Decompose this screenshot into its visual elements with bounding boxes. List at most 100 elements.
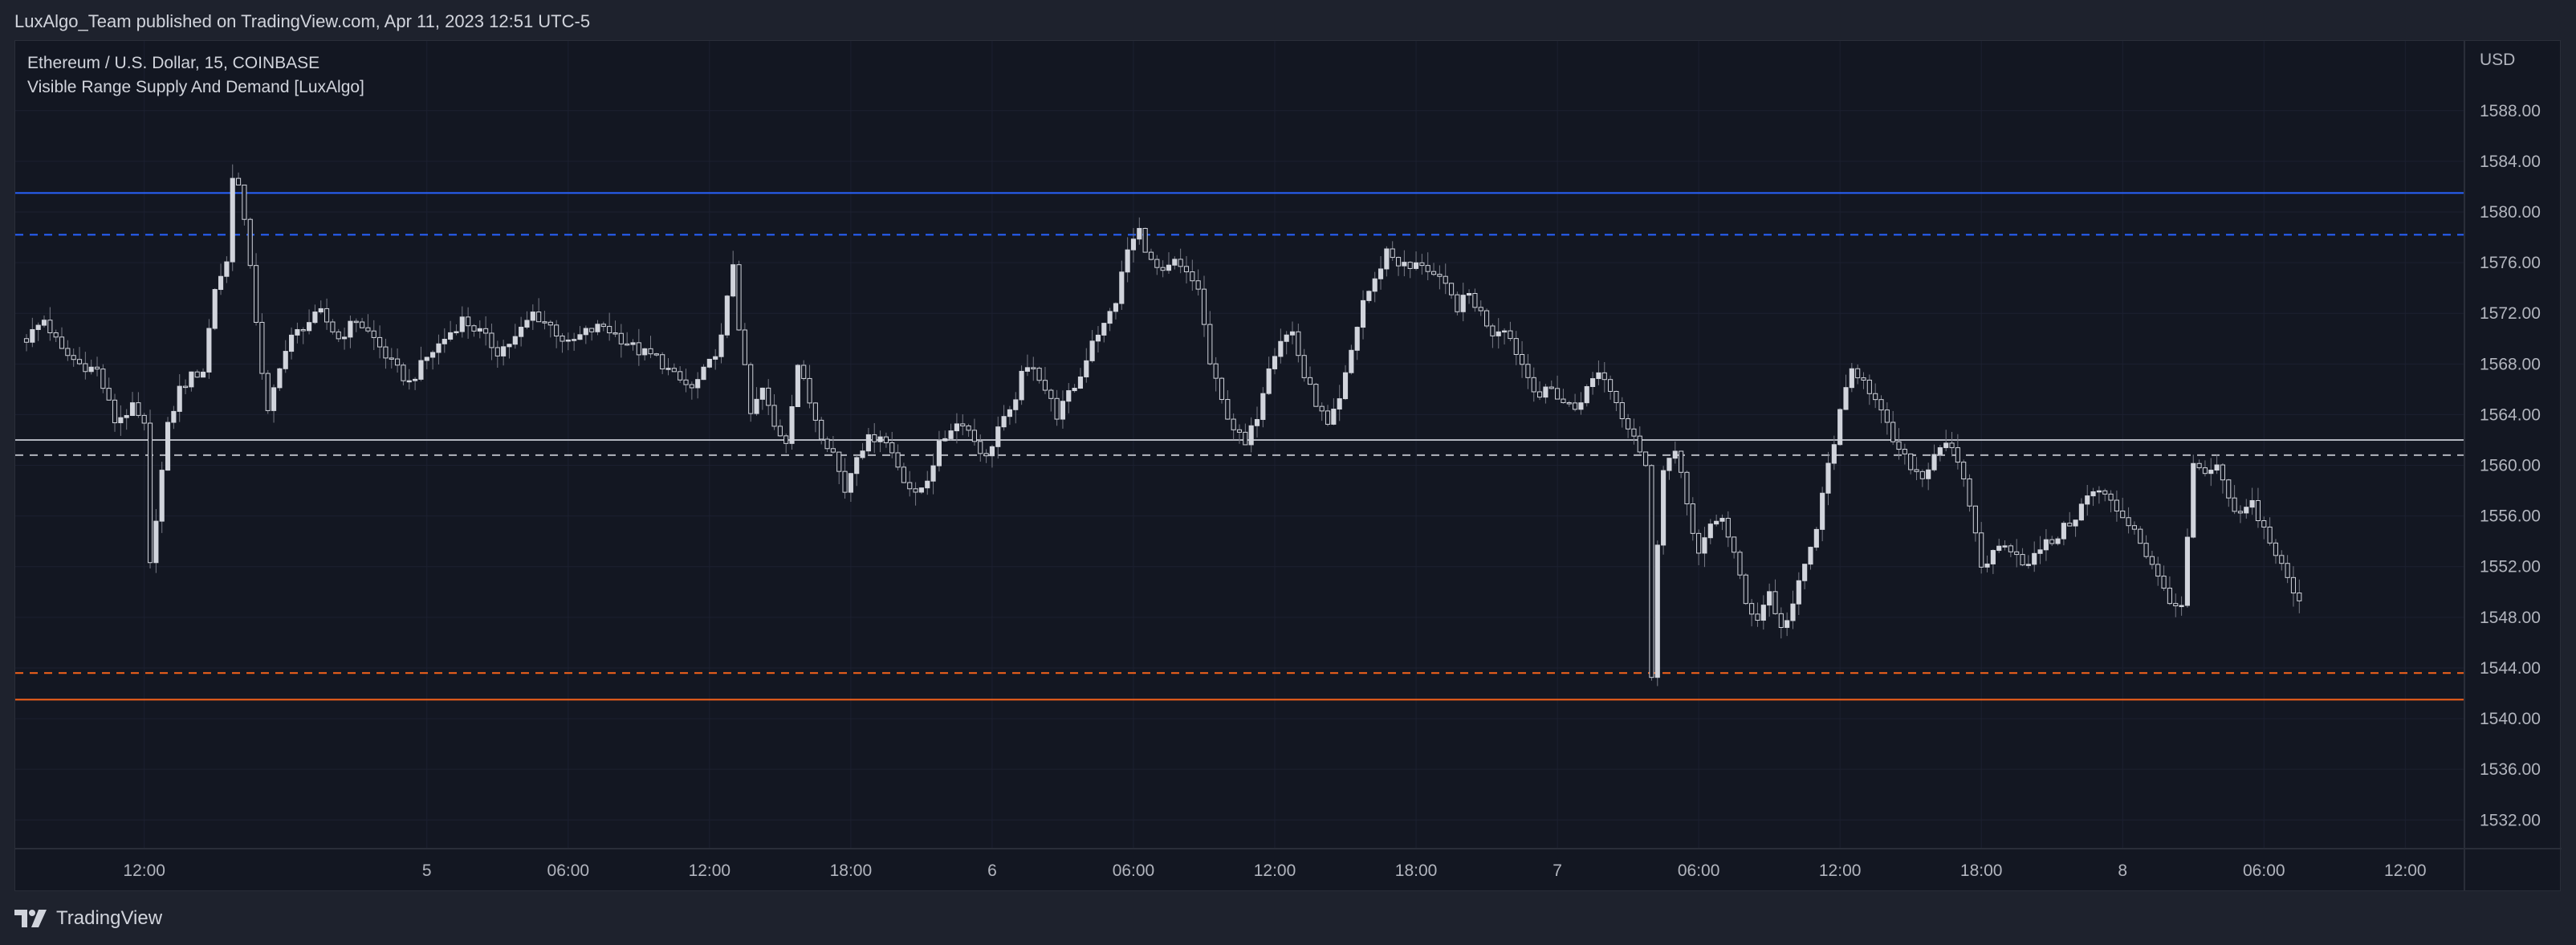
candle-up [2179, 605, 2184, 608]
candle-up [1349, 349, 1354, 373]
time-tick-label: 12:00 [123, 861, 165, 880]
candle-down [983, 453, 989, 457]
candle-up [1266, 368, 1272, 394]
candle-up [2208, 470, 2214, 475]
candle-up [189, 371, 194, 388]
candle-down [371, 330, 376, 338]
price-tick-label: 1556.00 [2480, 507, 2541, 526]
candle-up [925, 480, 930, 489]
candle-down [76, 359, 83, 365]
candle-down [1484, 310, 1490, 327]
candle-up [1172, 259, 1178, 266]
candle-down [59, 336, 65, 349]
candle-down [389, 357, 394, 360]
candle-down [71, 355, 76, 360]
candle-down [53, 332, 59, 338]
symbol-title[interactable]: Ethereum / U.S. Dollar, 15, COINBASE [27, 54, 320, 72]
candle-down [683, 379, 689, 385]
candle-down [2102, 490, 2108, 495]
candle-down [807, 377, 812, 404]
candle-up [1937, 447, 1943, 455]
candle-down [1448, 283, 1455, 295]
candle-down [2290, 576, 2297, 594]
publish-header: LuxAlgo_Team published on TradingView.co… [0, 0, 2576, 40]
candle-up [501, 346, 507, 356]
candle-down [1955, 447, 1960, 463]
candle-down [182, 385, 189, 389]
candle-down [2014, 551, 2020, 556]
candle-down [1213, 363, 1219, 379]
candle-down [353, 320, 359, 324]
candle-up [1066, 390, 1072, 402]
tradingview-brand[interactable]: TradingView [14, 907, 162, 930]
candle-down [365, 327, 371, 332]
time-tick-label: 12:00 [1819, 861, 1862, 880]
candle-down [812, 402, 818, 421]
candle-up [565, 339, 571, 342]
indicator-title[interactable]: Visible Range Supply And Demand [LuxAlgo… [27, 78, 364, 96]
candle-up [1820, 492, 1825, 530]
candle-up [1931, 454, 1937, 470]
candle-up [930, 465, 936, 482]
candle-down [1243, 431, 1248, 446]
time-tick-label: 7 [1553, 861, 1562, 880]
candle-down [1725, 518, 1731, 538]
candle-up [854, 457, 860, 475]
candle-down [2120, 510, 2126, 519]
time-tick-label: 6 [987, 861, 997, 880]
candle-down [1737, 552, 1743, 576]
price-tick-label: 1572.00 [2480, 304, 2541, 323]
candle-up [1084, 360, 1089, 377]
candle-up [918, 487, 924, 493]
candle-down [2008, 545, 2013, 552]
candle-down [883, 436, 889, 443]
candle-down [1873, 393, 1878, 401]
candle-up [1926, 469, 1931, 479]
candle-up [1284, 334, 1289, 342]
candle-down [141, 414, 147, 424]
candle-up [860, 450, 865, 458]
candle-up [1331, 409, 1337, 425]
candle-down [147, 422, 153, 564]
candle-up [1272, 356, 1278, 369]
candle-up [1060, 401, 1066, 420]
candle-down [1042, 380, 1048, 391]
candle-up [283, 351, 288, 369]
candle-down [819, 419, 824, 440]
chart-panel[interactable]: USD 1532.00 1536.00 1540.00 1544.00 1548.00 15… [14, 40, 2562, 892]
candle-up [1849, 368, 1854, 389]
candle-up [41, 320, 47, 326]
candle-down [1148, 251, 1154, 260]
candle-up [430, 352, 436, 358]
candle-up [224, 261, 230, 277]
candle-down [1626, 418, 1631, 430]
publish-info: LuxAlgo_Team published on TradingView.co… [14, 11, 591, 31]
candle-down [136, 402, 141, 416]
price-tick-label: 1532.00 [2480, 811, 2541, 829]
time-tick-label: 18:00 [1395, 861, 1438, 880]
candle-up [1825, 462, 1831, 494]
price-tick-label: 1580.00 [2480, 203, 2541, 222]
candle-up [1590, 378, 1596, 387]
tradingview-logo-icon [14, 910, 47, 927]
candle-up [1260, 393, 1266, 420]
candle-up [295, 328, 300, 336]
candle-down [689, 384, 694, 389]
candle-down [1313, 384, 1319, 407]
candle-down [1566, 401, 1572, 405]
candle-down [1219, 377, 1225, 401]
candle-up [507, 344, 512, 348]
candle-down [1561, 398, 1566, 403]
candle-down [2261, 520, 2267, 527]
time-tick-label: 06:00 [547, 861, 590, 880]
candle-down [889, 442, 895, 454]
candle-up [1460, 295, 1466, 312]
candle-up [1707, 523, 1713, 539]
candle-down [1649, 465, 1654, 678]
price-tick-label: 1548.00 [2480, 609, 2541, 627]
candle-down [1861, 377, 1866, 381]
candle-down [2138, 528, 2143, 544]
candle-down [618, 332, 624, 344]
candle-up [1578, 402, 1584, 410]
price-chart[interactable]: USD 1532.00 1536.00 1540.00 1544.00 1548.00 15… [15, 41, 2562, 892]
